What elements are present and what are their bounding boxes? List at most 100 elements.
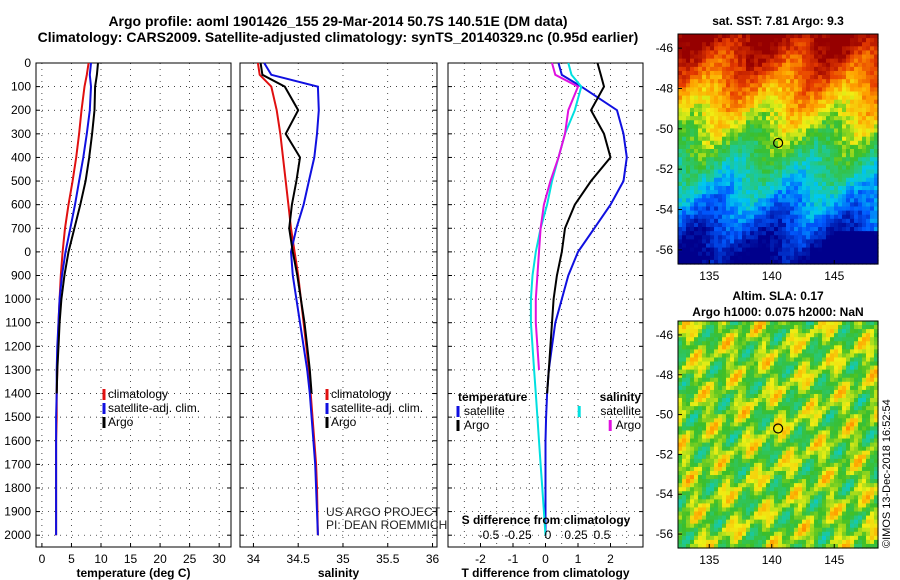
secondary-axis-label: S difference from climatology [462,513,631,527]
y-tick-label: 1900 [4,505,31,519]
series-line-satellite-adj-clim- [263,62,320,536]
legend-label: satellite-adj. clim. [108,401,200,415]
map-title: Altim. SLA: 0.17 [732,289,824,303]
secondary-tick-label: 0.5 [594,528,611,542]
series-line-satellite-salinity [529,62,583,536]
x-tick-label: 0 [39,552,46,566]
map-x-tick-label: 135 [699,553,719,567]
map-y-tick-label: -50 [656,122,674,136]
x-tick-label: 34.5 [287,552,311,566]
project-label: US ARGO PROJECT [326,505,441,519]
y-tick-label: 1200 [4,339,31,353]
x-tick-label: 15 [124,552,138,566]
x-tick-label: 34 [247,552,261,566]
title-line-2: Climatology: CARS2009. Satellite-adjuste… [37,29,639,45]
series-line-argo [259,62,313,394]
map-x-tick-label: 145 [824,269,844,283]
x-tick-label: 25 [183,552,197,566]
sla-map [678,321,879,549]
y-tick-label: 1500 [4,410,31,424]
y-tick-label: 1100 [5,316,31,330]
map-y-tick-label: -54 [656,487,674,501]
secondary-tick-label: -0.25 [504,528,532,542]
series-line-satellite-adj-clim- [55,62,93,536]
y-tick-label: 200 [11,103,31,117]
y-tick-label: 1700 [4,457,31,471]
legend-label: Argo [331,415,357,429]
y-tick-label: 0 [24,56,31,70]
x-tick-label: 35.5 [376,552,400,566]
watermark-text: ©IMOS 13-Dec-2018 16:52:54 [881,399,893,548]
map-x-tick-label: 145 [824,553,844,567]
map-frame [677,33,879,265]
x-tick-label: 36 [426,552,440,566]
profile-location-marker [773,423,784,434]
map-x-tick-label: 135 [699,269,719,283]
legend-label: satellite-adj. clim. [331,401,423,415]
map-y-tick-label: -48 [656,368,674,382]
x-tick-label: -2 [475,552,486,566]
map-x-tick-label: 140 [762,553,782,567]
x-axis-label: salinity [318,566,360,580]
project-label: PI: DEAN ROEMMICH [326,518,447,532]
x-tick-label: 5 [68,552,75,566]
y-tick-label: 100 [11,80,31,94]
x-tick-label: 35 [336,552,350,566]
profile-location-marker [773,137,784,149]
y-tick-label: 1000 [4,292,31,306]
secondary-tick-label: 0.25 [564,528,588,542]
map-y-tick-label: -54 [656,203,674,217]
map-y-tick-label: -48 [656,81,674,95]
map-x-tick-label: 140 [762,269,782,283]
series-line-argo-salinity [534,62,580,370]
x-tick-label: 1 [575,552,582,566]
legend-header: temperature [458,390,528,404]
secondary-tick-label: -0.5 [479,528,500,542]
y-tick-label: 600 [11,198,31,212]
map-title: sat. SST: 7.81 Argo: 9.3 [712,14,844,28]
legend-header: salinity [600,390,642,404]
y-tick-label: 1300 [4,363,31,377]
sst-map [678,34,879,265]
x-tick-label: -1 [508,552,519,566]
map-y-tick-label: -50 [656,408,674,422]
map-subtitle: Argo h1000: 0.075 h2000: NaN [692,305,863,319]
legend-label: satellite [464,404,505,418]
y-tick-label: 0 [24,245,31,259]
series-line-satellite [544,62,628,536]
legend-label: Argo [616,418,642,432]
y-tick-label: 400 [11,150,31,164]
x-tick-label: 30 [213,552,227,566]
legend-label: climatology [108,387,168,401]
legend-label: climatology [331,387,391,401]
map-y-tick-label: -52 [656,447,674,461]
x-tick-label: 20 [153,552,167,566]
x-axis-label: T difference from climatology [461,566,629,580]
map-y-tick-label: -46 [656,328,674,342]
secondary-tick-label: 0 [545,528,552,542]
legend-label: Argo [464,418,490,432]
series-line-argo [55,62,99,394]
x-tick-label: 2 [607,552,614,566]
x-tick-label: 0 [542,552,549,566]
profile-panel-frame [239,62,438,548]
y-tick-label: 500 [11,174,31,188]
y-tick-label: 1400 [4,387,31,401]
map-y-tick-label: -56 [656,527,674,541]
series-line-argo [546,62,612,394]
y-tick-label: 900 [11,268,31,282]
profile-panel-frame [35,62,232,548]
y-tick-label: 700 [11,221,31,235]
legend-label: satellite [600,404,641,418]
map-frame [677,320,879,549]
legend-label: Argo [108,415,134,429]
y-tick-label: 2000 [4,528,31,542]
map-y-tick-label: -46 [656,41,674,55]
map-y-tick-label: -52 [656,162,674,176]
x-axis-label: temperature (deg C) [76,566,190,580]
map-y-tick-label: -56 [656,243,674,257]
y-tick-label: 1600 [4,434,31,448]
x-tick-label: 10 [94,552,108,566]
title-line-1: Argo profile: aoml 1901426_155 29-Mar-20… [108,13,568,29]
